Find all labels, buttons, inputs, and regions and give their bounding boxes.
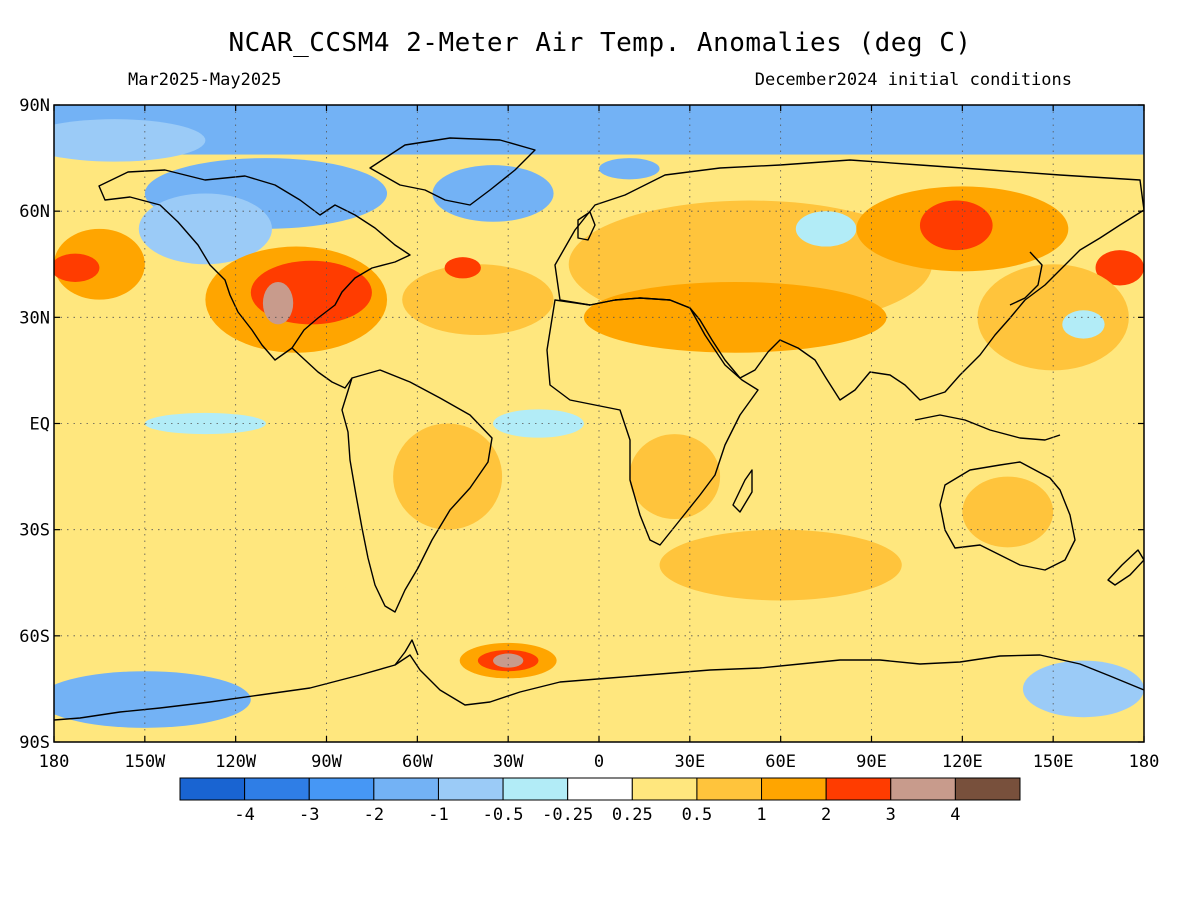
- map-content: [54, 105, 1144, 742]
- coastline-africa: [546, 297, 759, 546]
- anomaly-region: [144, 412, 266, 435]
- anomaly-region: [54, 119, 206, 162]
- lat-tick-label: 60N: [19, 202, 50, 222]
- colorbar-swatch: [890, 777, 956, 801]
- anomaly-fields: [54, 105, 1144, 728]
- longitude-labels: 180 150W 120W 90W 60W 30W 0 30E 60E 90E 120E 150E 18…: [39, 752, 1160, 772]
- anomaly-region: [1095, 250, 1144, 286]
- colorbar-swatch: [308, 777, 375, 801]
- colorbar-label: 0.25: [612, 805, 653, 825]
- coastline-greenland: [369, 137, 536, 206]
- colorbar-label: 2: [821, 805, 831, 825]
- coastline-antarctica: [54, 654, 1144, 721]
- anomaly-region: [977, 264, 1129, 371]
- anomaly-region: [114, 511, 357, 619]
- anomaly-region: [629, 434, 721, 520]
- anomaly-region: [1022, 660, 1144, 718]
- lat-tick-label: 30S: [19, 521, 50, 541]
- forecast-period: Mar2025-May2025: [128, 70, 282, 90]
- anomaly-region: [54, 228, 145, 300]
- latitude-labels: 90N 60N 30N EQ 30S 60S 90S: [19, 96, 50, 753]
- colorbar-label: -1: [428, 805, 448, 825]
- anomaly-region: [444, 257, 481, 279]
- figure-title: NCAR_CCSM4 2-Meter Air Temp. Anomalies (…: [228, 28, 972, 58]
- colorbar-swatch: [954, 777, 1021, 801]
- grid-lines: [54, 105, 1144, 742]
- lon-tick-label: 150W: [124, 752, 166, 772]
- lon-tick-label: 0: [594, 752, 604, 772]
- colorbar-label: 0.5: [682, 805, 713, 825]
- colorbar-swatch: [761, 777, 827, 801]
- coastline-south-america: [341, 369, 493, 613]
- anomaly-region: [493, 409, 584, 438]
- colorbar-swatch: [244, 777, 310, 801]
- lon-tick-label: 90W: [311, 752, 342, 772]
- lon-tick-label: 180: [1129, 752, 1160, 772]
- anomaly-region: [54, 671, 251, 728]
- lon-tick-label: 30E: [674, 752, 705, 772]
- lon-tick-label: 180: [39, 752, 70, 772]
- coastline-madagascar: [732, 469, 753, 513]
- coastline-central-america: [291, 347, 353, 389]
- colorbar-swatch: [696, 777, 763, 801]
- anomaly-region: [262, 281, 294, 325]
- colorbar-label: -2: [364, 805, 384, 825]
- colorbar-swatch: [179, 777, 246, 801]
- coastline-indonesia: [914, 414, 1061, 441]
- colorbar-label: -4: [234, 805, 254, 825]
- colorbar-label: 1: [756, 805, 766, 825]
- lat-tick-label: EQ: [30, 415, 50, 435]
- colorbar-label: -3: [299, 805, 319, 825]
- coastline-antarctic-peninsula: [394, 639, 419, 666]
- coastline-layer: [54, 137, 1144, 721]
- colorbar-swatch: [373, 777, 439, 801]
- lat-tick-label: 90S: [19, 733, 50, 753]
- anomaly-region: [393, 423, 503, 530]
- anomaly-region: [54, 105, 1144, 155]
- anomaly-region: [432, 165, 554, 222]
- coastline-british-isles: [577, 211, 596, 241]
- colorbar-label: -0.25: [542, 805, 593, 825]
- lon-tick-label: 120E: [942, 752, 983, 772]
- anomaly-region: [659, 529, 902, 601]
- coastline-north-america: [98, 169, 411, 361]
- anomaly-region: [402, 264, 554, 336]
- lon-tick-label: 120W: [215, 752, 257, 772]
- lon-tick-label: 60E: [765, 752, 796, 772]
- axis-ticks: [53, 104, 1145, 743]
- colorbar-labels: -4 -3 -2 -1 -0.5 -0.25 0.25 0.5 1 2 3 4: [234, 805, 960, 825]
- coastline-new-zealand: [1107, 549, 1144, 586]
- colorbar-label: 4: [950, 805, 960, 825]
- anomaly-region: [493, 653, 524, 668]
- lon-tick-label: 60W: [402, 752, 433, 772]
- coastline-eurasia: [554, 159, 1144, 401]
- lat-tick-label: 90N: [19, 96, 50, 116]
- colorbar-swatch: [825, 777, 892, 801]
- anomaly-region: [1062, 310, 1105, 339]
- colorbar-label: 3: [886, 805, 896, 825]
- anomaly-region: [795, 211, 857, 247]
- lat-tick-label: 30N: [19, 308, 50, 328]
- colorbar-swatch: [567, 777, 633, 801]
- lon-tick-label: 90E: [856, 752, 887, 772]
- lat-tick-label: 60S: [19, 627, 50, 647]
- anomaly-region: [962, 476, 1054, 548]
- colorbar: [179, 777, 1021, 801]
- initial-conditions: December2024 initial conditions: [754, 70, 1072, 90]
- anomaly-region: [599, 158, 660, 180]
- coastline-australia: [939, 461, 1076, 571]
- colorbar-swatch: [502, 777, 569, 801]
- colorbar-swatch: [437, 777, 504, 801]
- lon-tick-label: 150E: [1033, 752, 1074, 772]
- colorbar-label: -0.5: [483, 805, 524, 825]
- coastline-japan: [1009, 251, 1043, 306]
- colorbar-swatch: [631, 777, 698, 801]
- lon-tick-label: 30W: [493, 752, 524, 772]
- anomaly-region: [919, 200, 993, 251]
- anomaly-region: [54, 253, 100, 282]
